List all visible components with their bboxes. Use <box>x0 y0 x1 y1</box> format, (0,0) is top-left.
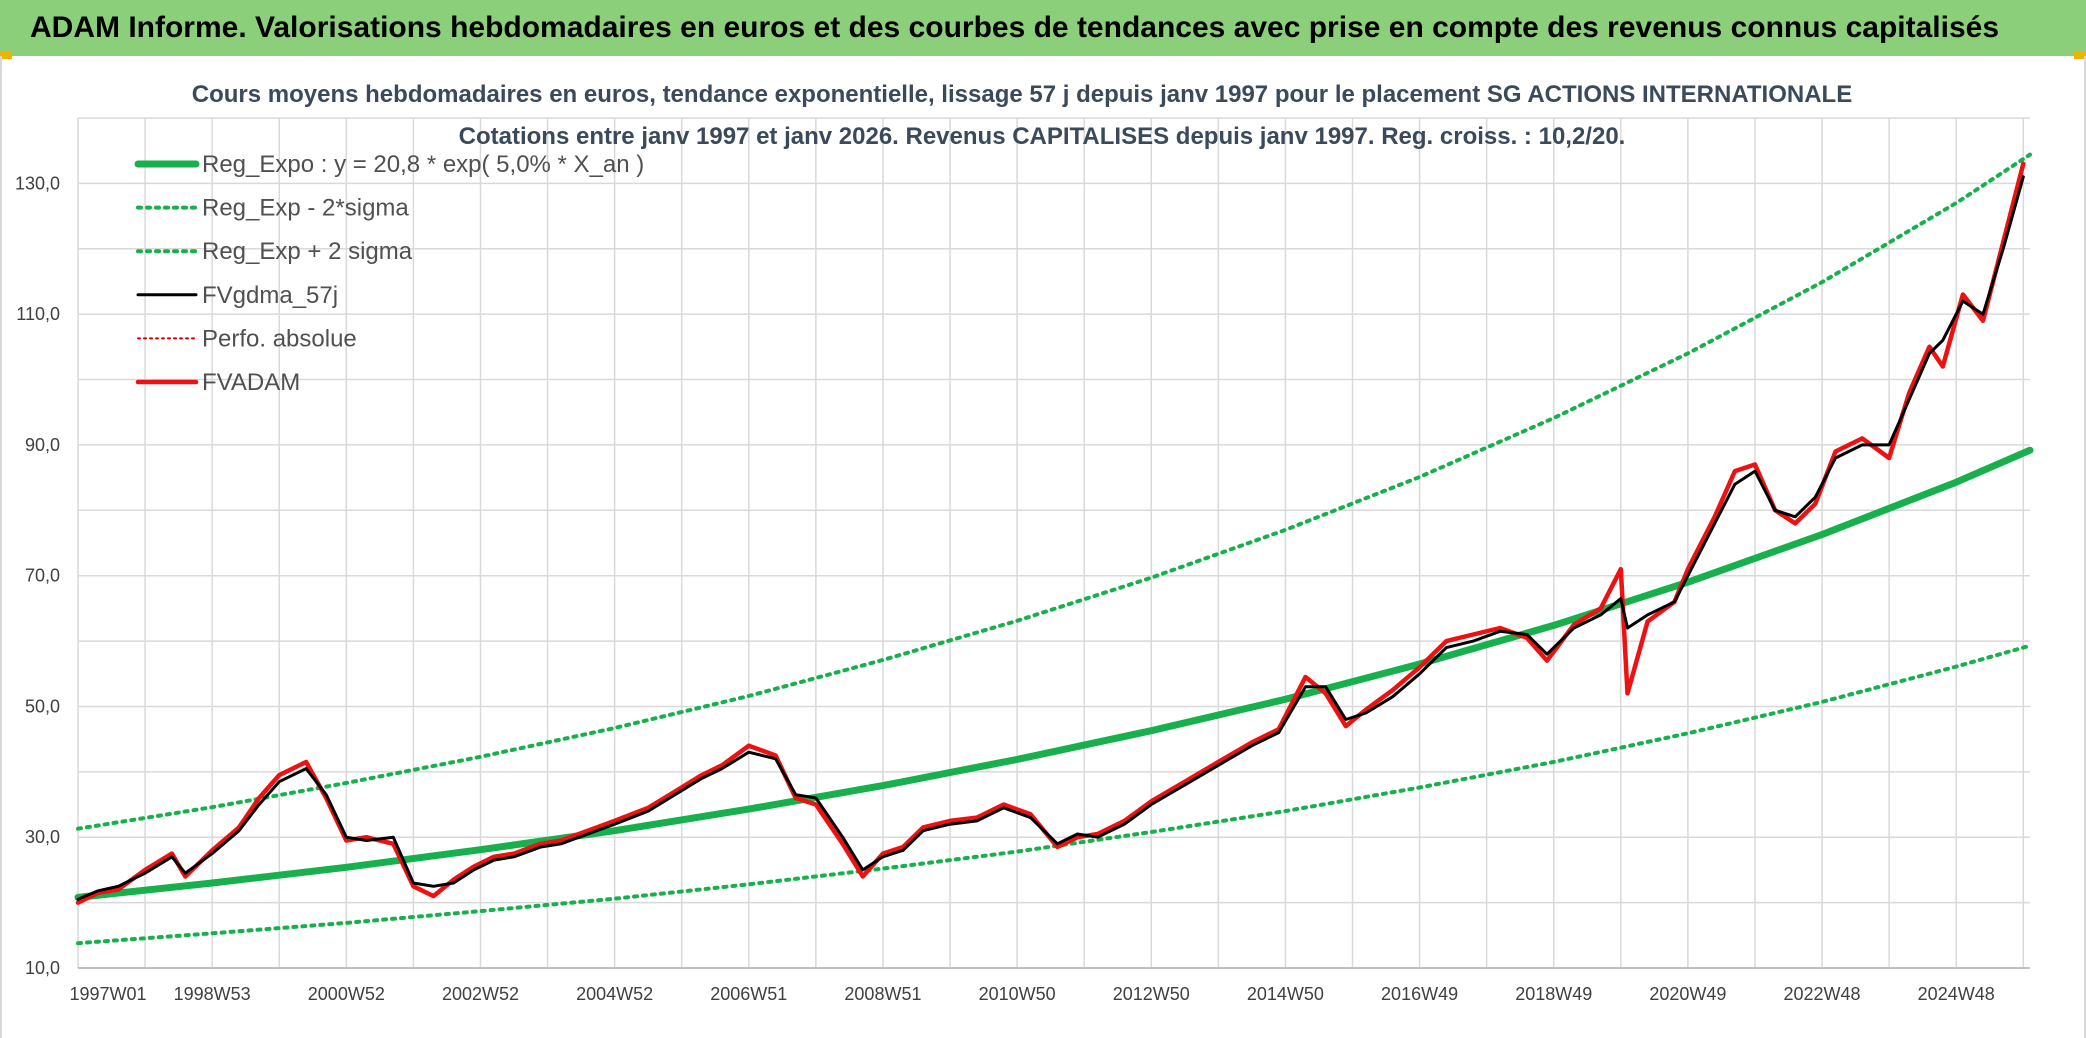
reg-expo-line <box>74 446 2034 901</box>
legend-reg-plus-label: Reg_Exp + 2 sigma <box>202 238 413 265</box>
x-tick-label: 2002W52 <box>442 984 519 1004</box>
y-tick-label: 30,0 <box>25 827 60 847</box>
chart-frame <box>0 56 2086 1038</box>
reg-minus-2sigma-line <box>76 643 2032 946</box>
x-tick-label: 2014W50 <box>1247 984 1324 1004</box>
x-tick-label: 2016W49 <box>1381 984 1458 1004</box>
y-tick-label: 10,0 <box>25 958 60 978</box>
perfo-absolue-line <box>77 162 2025 904</box>
fvadam-line <box>75 161 2026 905</box>
x-tick-label: 2010W50 <box>979 984 1056 1004</box>
reg-plus-2sigma-line <box>76 152 2032 831</box>
grid <box>77 117 2030 969</box>
series <box>74 152 2034 946</box>
y-axis: 10,0 30,0 50,0 70,0 90,0 110,0 130,0 <box>15 173 60 978</box>
x-tick-label: 1998W53 <box>174 984 251 1004</box>
y-tick-label: 130,0 <box>15 173 60 193</box>
x-tick-label: 2022W48 <box>1784 984 1861 1004</box>
x-tick-label: 2012W50 <box>1113 984 1190 1004</box>
x-tick-label: 2024W48 <box>1918 984 1995 1004</box>
chart-subtitle: Cotations entre janv 1997 et janv 2026. … <box>459 123 1626 150</box>
y-tick-label: 110,0 <box>16 304 60 324</box>
banner-title: ADAM Informe. Valorisations hebdomadaire… <box>30 11 1999 44</box>
x-tick-label: 1997W01 <box>69 984 146 1004</box>
x-axis: 1997W01 1998W53 2000W52 2002W52 2004W52 2006W… <box>69 984 1994 1004</box>
chart-title: Cours moyens hebdomadaires en euros, ten… <box>192 81 1852 108</box>
legend: Reg_Expo : y = 20,8 * exp( 5,0% * X_an )… <box>134 151 644 396</box>
x-tick-label: 2008W51 <box>844 984 921 1004</box>
legend-reg-minus-label: Reg_Exp - 2*sigma <box>202 195 409 222</box>
trend-chart: Cours moyens hebdomadaires en euros, ten… <box>15 81 2034 1004</box>
x-tick-label: 2020W49 <box>1649 984 1726 1004</box>
y-tick-label: 70,0 <box>25 566 60 586</box>
legend-fvgdma-label: FVgdma_57j <box>202 282 338 309</box>
corner-marker-right <box>2074 52 2086 59</box>
x-tick-label: 2000W52 <box>308 984 385 1004</box>
legend-reg-expo-label: Reg_Expo : y = 20,8 * exp( 5,0% * X_an ) <box>202 151 644 178</box>
x-tick-label: 2018W49 <box>1515 984 1592 1004</box>
legend-perfo-label: Perfo. absolue <box>202 325 357 352</box>
corner-marker-left <box>0 52 12 59</box>
x-tick-label: 2004W52 <box>576 984 653 1004</box>
y-tick-label: 90,0 <box>25 435 60 455</box>
x-tick-label: 2006W51 <box>710 984 787 1004</box>
report-banner: ADAM Informe. Valorisations hebdomadaire… <box>0 0 2086 56</box>
y-tick-label: 50,0 <box>25 696 60 716</box>
legend-fvadam-label: FVADAM <box>202 369 300 396</box>
fvgdma-57j-line <box>76 175 2025 901</box>
